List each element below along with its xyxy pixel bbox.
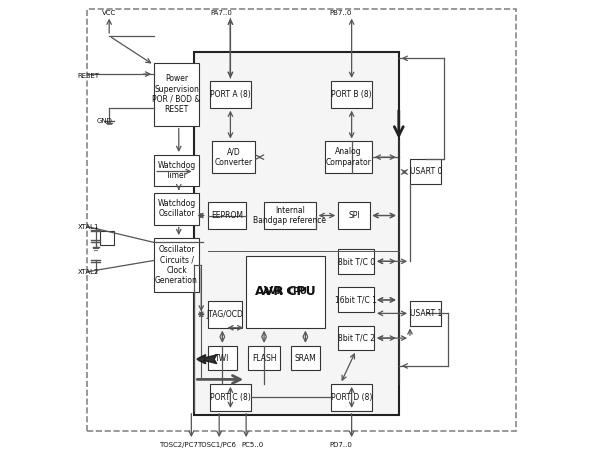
FancyBboxPatch shape bbox=[208, 202, 246, 229]
Text: XTAL1: XTAL1 bbox=[77, 224, 99, 230]
FancyBboxPatch shape bbox=[338, 287, 374, 312]
FancyBboxPatch shape bbox=[248, 346, 280, 370]
Text: VCC: VCC bbox=[102, 10, 116, 17]
Text: 8bit T/C 0: 8bit T/C 0 bbox=[338, 257, 374, 266]
FancyBboxPatch shape bbox=[410, 159, 442, 184]
Text: Power
Supervision
POR / BOD &
RESET: Power Supervision POR / BOD & RESET bbox=[152, 74, 201, 114]
FancyBboxPatch shape bbox=[154, 63, 199, 126]
Text: 16bit T/C 1: 16bit T/C 1 bbox=[335, 295, 377, 304]
FancyBboxPatch shape bbox=[210, 384, 251, 411]
Text: Analog
Comparator: Analog Comparator bbox=[325, 147, 371, 167]
Text: PORT D (8): PORT D (8) bbox=[331, 393, 373, 402]
Text: EEPROM: EEPROM bbox=[211, 211, 243, 220]
FancyBboxPatch shape bbox=[154, 193, 199, 224]
Text: Internal
Bandgap reference: Internal Bandgap reference bbox=[253, 206, 326, 225]
FancyBboxPatch shape bbox=[338, 326, 374, 350]
Text: XTAL2: XTAL2 bbox=[77, 269, 99, 275]
FancyBboxPatch shape bbox=[154, 238, 199, 292]
FancyBboxPatch shape bbox=[338, 249, 374, 274]
FancyBboxPatch shape bbox=[154, 155, 199, 186]
FancyBboxPatch shape bbox=[291, 346, 320, 370]
FancyBboxPatch shape bbox=[194, 52, 399, 415]
FancyBboxPatch shape bbox=[325, 141, 372, 173]
Text: JTAG/OCD: JTAG/OCD bbox=[206, 310, 243, 319]
Text: PORT A (8): PORT A (8) bbox=[210, 90, 251, 99]
Text: SRAM: SRAM bbox=[295, 353, 316, 363]
FancyBboxPatch shape bbox=[212, 141, 255, 173]
Text: SPI: SPI bbox=[348, 211, 359, 220]
Text: AVR CPU: AVR CPU bbox=[263, 287, 307, 296]
Text: PB7..0: PB7..0 bbox=[329, 10, 352, 17]
Text: TOSC1/PC6: TOSC1/PC6 bbox=[197, 441, 236, 448]
FancyBboxPatch shape bbox=[210, 81, 251, 108]
FancyBboxPatch shape bbox=[208, 346, 237, 370]
Text: TWI: TWI bbox=[215, 353, 230, 363]
Text: PD7..0: PD7..0 bbox=[329, 441, 352, 448]
FancyBboxPatch shape bbox=[331, 384, 372, 411]
FancyBboxPatch shape bbox=[100, 231, 113, 245]
Text: USART 1: USART 1 bbox=[410, 308, 442, 318]
FancyBboxPatch shape bbox=[208, 301, 242, 328]
Text: PC5..0: PC5..0 bbox=[242, 441, 264, 448]
Text: AVR CPU: AVR CPU bbox=[255, 286, 316, 298]
Text: PORT C (8): PORT C (8) bbox=[210, 393, 251, 402]
Text: GND: GND bbox=[97, 118, 113, 124]
FancyBboxPatch shape bbox=[246, 256, 325, 328]
Text: Oscillator
Circuits /
Clock
Generation: Oscillator Circuits / Clock Generation bbox=[155, 245, 198, 285]
Text: A/D
Converter: A/D Converter bbox=[215, 147, 253, 167]
Text: RESET: RESET bbox=[77, 73, 99, 79]
FancyBboxPatch shape bbox=[410, 301, 442, 326]
Text: Watchdog
Timer: Watchdog Timer bbox=[157, 161, 196, 180]
Text: PA7..0: PA7..0 bbox=[211, 10, 232, 17]
Text: USART 0: USART 0 bbox=[410, 167, 442, 176]
Text: FLASH: FLASH bbox=[252, 353, 277, 363]
Text: 8bit T/C 2: 8bit T/C 2 bbox=[338, 333, 374, 343]
Text: TOSC2/PC7: TOSC2/PC7 bbox=[160, 441, 198, 448]
FancyBboxPatch shape bbox=[331, 81, 372, 108]
FancyBboxPatch shape bbox=[338, 202, 370, 229]
Text: PORT B (8): PORT B (8) bbox=[331, 90, 372, 99]
Text: Watchdog
Oscillator: Watchdog Oscillator bbox=[157, 199, 196, 219]
FancyBboxPatch shape bbox=[264, 202, 316, 229]
